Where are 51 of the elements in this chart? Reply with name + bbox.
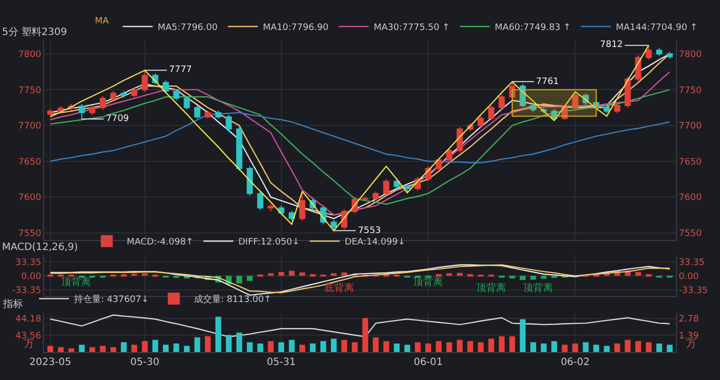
y-tick-label: 33.35 [15, 258, 42, 268]
y2-tick-label: 2.78 [678, 314, 700, 324]
y2-tick-label: 7600 [678, 193, 702, 204]
y-tick-label: -33.35 [12, 286, 42, 296]
x-tick-label: 05-31 [266, 357, 296, 368]
legend-label: MA10:7796.90 [262, 23, 329, 34]
legend-label: MA60:7749.83 ↑ [494, 23, 571, 34]
y2-tick-label: 7650 [678, 157, 702, 168]
annotation: 7709 [106, 114, 130, 124]
legend-label: DEA:14.099↓ [344, 238, 406, 248]
y-tick-label: 7700 [18, 122, 42, 132]
x-tick-label: 06-01 [414, 357, 443, 368]
y-tick-label: 7650 [18, 157, 42, 168]
text: 万 [686, 339, 696, 350]
annotation: 顶背离 [476, 282, 506, 294]
y-tick-label: 7800 [18, 50, 42, 60]
x-tick-label: 05-30 [130, 357, 160, 368]
y2-tick-label: 7550 [678, 229, 702, 240]
legend-title: MA [94, 16, 110, 27]
y-tick-label: 7750 [18, 86, 42, 96]
y2-tick-label: 0.00 [678, 272, 700, 282]
annotation: 底背离 [324, 282, 354, 294]
annotation: 7812 [600, 40, 623, 50]
y2-tick-label: 7800 [678, 50, 702, 60]
legend-label: MACD:-4.098↑ [126, 238, 194, 248]
annotation: 7777 [169, 65, 192, 75]
y2-tick-label: 7700 [678, 122, 702, 132]
y-tick-label: 44.18 [15, 314, 42, 324]
chart-title: MACD(12,26,9) [2, 242, 78, 253]
legend-label: DIFF:12.050↓ [238, 238, 300, 248]
annotation: 7761 [536, 77, 559, 87]
x-tick-label: 06-02 [560, 357, 590, 368]
y-tick-label: 7550 [18, 229, 42, 240]
legend-label: MA5:7796.00 [158, 23, 218, 34]
text: 万 [24, 339, 34, 350]
y-tick-label: 7600 [18, 193, 42, 204]
legend-label: MA144:7704.90 ↑ [616, 23, 698, 34]
legend-label: MA30:7775.50 ↑ [374, 23, 450, 34]
y-tick-label: 0.00 [21, 272, 42, 282]
annotation: 7553 [358, 226, 381, 236]
annotation: 顶背离 [61, 276, 91, 288]
legend-label: 持仓量: 437607↓ [74, 294, 149, 306]
annotation: 顶背离 [413, 276, 443, 288]
legend-label: 成交量: 8113.00↑ [194, 294, 272, 306]
x-tick-label: 2023-05 [29, 357, 72, 368]
y2-tick-label: 7750 [678, 86, 702, 96]
y2-tick-label: -33.35 [678, 286, 708, 296]
y2-tick-label: 33.35 [678, 258, 705, 268]
chart-title: 5分 塑料2309 [2, 26, 67, 38]
chart-title: 指标 [2, 298, 23, 310]
annotation: 顶背离 [523, 282, 553, 294]
